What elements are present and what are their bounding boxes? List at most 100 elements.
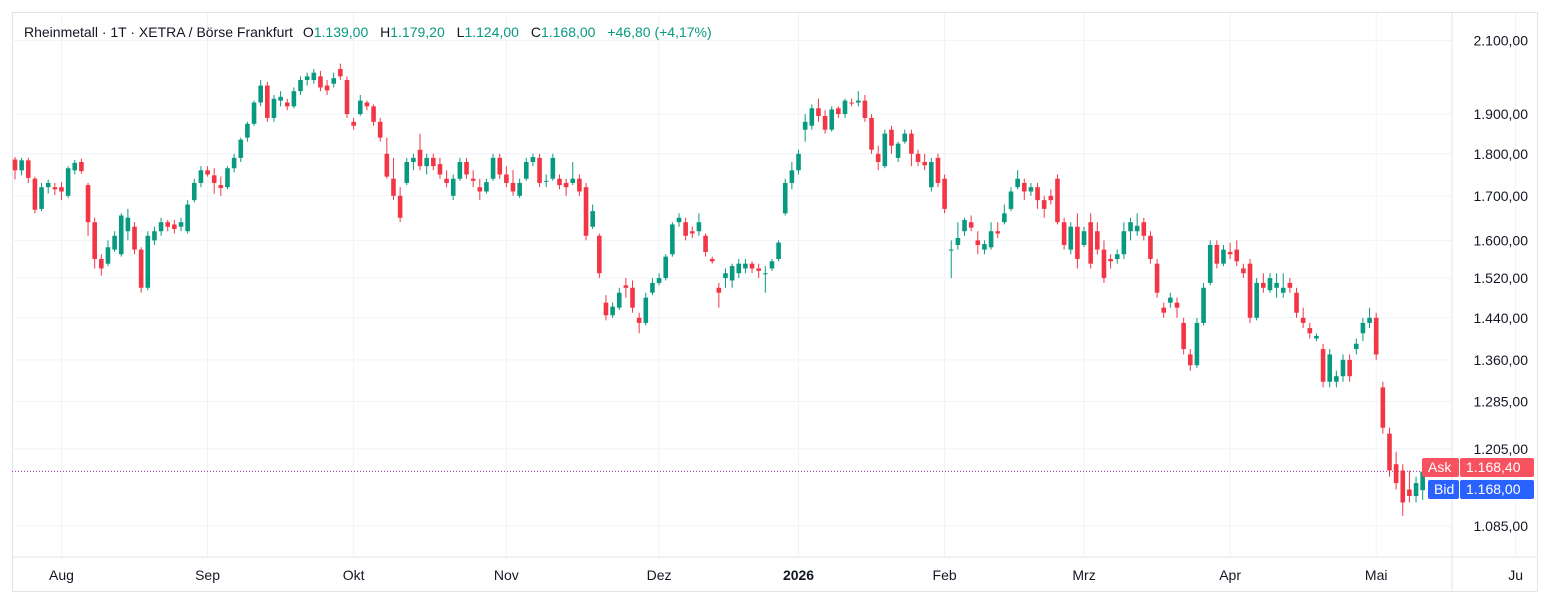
candle-body[interactable] — [557, 178, 562, 186]
candle-body[interactable] — [1048, 195, 1054, 201]
candle-body[interactable] — [610, 306, 615, 316]
candle-body[interactable] — [384, 153, 390, 177]
candle-body[interactable] — [583, 187, 589, 236]
candle-body[interactable] — [404, 161, 410, 183]
candle-body[interactable] — [1061, 222, 1067, 245]
candle-body[interactable] — [909, 133, 914, 154]
candle-body[interactable] — [304, 76, 310, 81]
candle-body[interactable] — [357, 100, 363, 115]
candle-body[interactable] — [782, 182, 788, 214]
candle-body[interactable] — [1307, 328, 1313, 334]
candle-body[interactable] — [331, 78, 337, 84]
candle-body[interactable] — [836, 108, 841, 115]
candle-body[interactable] — [311, 72, 317, 81]
candle-body[interactable] — [25, 160, 31, 178]
candle-body[interactable] — [79, 161, 84, 172]
candle-body[interactable] — [377, 121, 383, 138]
candle-body[interactable] — [1314, 335, 1319, 339]
candle-body[interactable] — [132, 226, 137, 250]
candle-body[interactable] — [371, 106, 376, 122]
candle-body[interactable] — [1021, 182, 1027, 192]
candle-body[interactable] — [158, 222, 164, 232]
candle-body[interactable] — [968, 222, 974, 228]
candle-body[interactable] — [484, 182, 489, 192]
candle-body[interactable] — [537, 157, 542, 183]
candle-body[interactable] — [683, 222, 688, 236]
candle-body[interactable] — [623, 285, 629, 288]
candle-body[interactable] — [1407, 489, 1412, 496]
candle-body[interactable] — [769, 261, 775, 269]
candle-body[interactable] — [19, 160, 24, 171]
candle-body[interactable] — [1108, 258, 1113, 262]
candle-body[interactable] — [1002, 213, 1007, 223]
candle-body[interactable] — [218, 185, 224, 189]
candle-body[interactable] — [1141, 222, 1147, 236]
candle-body[interactable] — [397, 195, 403, 218]
candle-body[interactable] — [1055, 178, 1060, 223]
candle-body[interactable] — [1214, 244, 1220, 264]
candle-body[interactable] — [543, 180, 549, 182]
candle-body[interactable] — [796, 153, 801, 171]
candle-body[interactable] — [1008, 191, 1014, 209]
candle-body[interactable] — [689, 231, 695, 234]
candle-body[interactable] — [1041, 200, 1047, 209]
candle-body[interactable] — [756, 268, 761, 271]
candle-body[interactable] — [1101, 249, 1107, 279]
candle-body[interactable] — [185, 204, 190, 232]
candle-body[interactable] — [716, 287, 722, 293]
candle-body[interactable] — [424, 157, 429, 167]
candle-body[interactable] — [338, 69, 343, 77]
candle-body[interactable] — [550, 157, 556, 179]
candle-body[interactable] — [324, 85, 330, 91]
candle-body[interactable] — [497, 157, 503, 175]
candle-body[interactable] — [603, 302, 609, 316]
candle-body[interactable] — [271, 98, 277, 118]
candle-body[interactable] — [809, 108, 815, 126]
candle-body[interactable] — [577, 178, 582, 192]
candle-body[interactable] — [437, 164, 443, 175]
candle-body[interactable] — [1280, 287, 1286, 293]
candle-body[interactable] — [995, 231, 1001, 234]
candle-body[interactable] — [1300, 317, 1306, 323]
candle-body[interactable] — [696, 222, 702, 232]
candle-body[interactable] — [477, 187, 483, 192]
candle-body[interactable] — [125, 217, 131, 232]
candle-body[interactable] — [723, 273, 728, 279]
candle-body[interactable] — [284, 102, 290, 107]
candle-body[interactable] — [517, 182, 522, 196]
candle-body[interactable] — [1241, 268, 1246, 274]
candle-body[interactable] — [1028, 187, 1034, 192]
candle-body[interactable] — [225, 168, 230, 188]
candle-body[interactable] — [570, 178, 576, 183]
candle-body[interactable] — [205, 170, 210, 175]
candle-body[interactable] — [736, 263, 742, 274]
candle-body[interactable] — [152, 231, 157, 241]
candle-body[interactable] — [929, 161, 934, 188]
candle-body[interactable] — [743, 263, 748, 269]
candle-body[interactable] — [875, 153, 881, 162]
candle-body[interactable] — [1095, 231, 1100, 250]
candle-body[interactable] — [464, 161, 469, 175]
candle-body[interactable] — [902, 133, 908, 142]
candle-body[interactable] — [676, 217, 682, 223]
candle-body[interactable] — [211, 175, 217, 183]
candle-body[interactable] — [915, 153, 921, 162]
candle-body[interactable] — [1128, 222, 1133, 232]
candle-body[interactable] — [849, 102, 854, 104]
candle-body[interactable] — [411, 157, 416, 162]
candle-body[interactable] — [1068, 226, 1074, 250]
candle-body[interactable] — [729, 266, 735, 281]
candle-body[interactable] — [470, 178, 476, 181]
candle-body[interactable] — [99, 258, 104, 269]
candle-body[interactable] — [258, 85, 263, 103]
candle-body[interactable] — [955, 238, 961, 245]
candle-body[interactable] — [842, 100, 848, 115]
candle-body[interactable] — [1334, 376, 1339, 382]
candle-body[interactable] — [1148, 235, 1153, 259]
candle-body[interactable] — [942, 178, 947, 209]
candle-body[interactable] — [895, 143, 901, 158]
candle-body[interactable] — [855, 100, 861, 103]
candle-body[interactable] — [1015, 178, 1020, 188]
candle-body[interactable] — [988, 231, 994, 248]
